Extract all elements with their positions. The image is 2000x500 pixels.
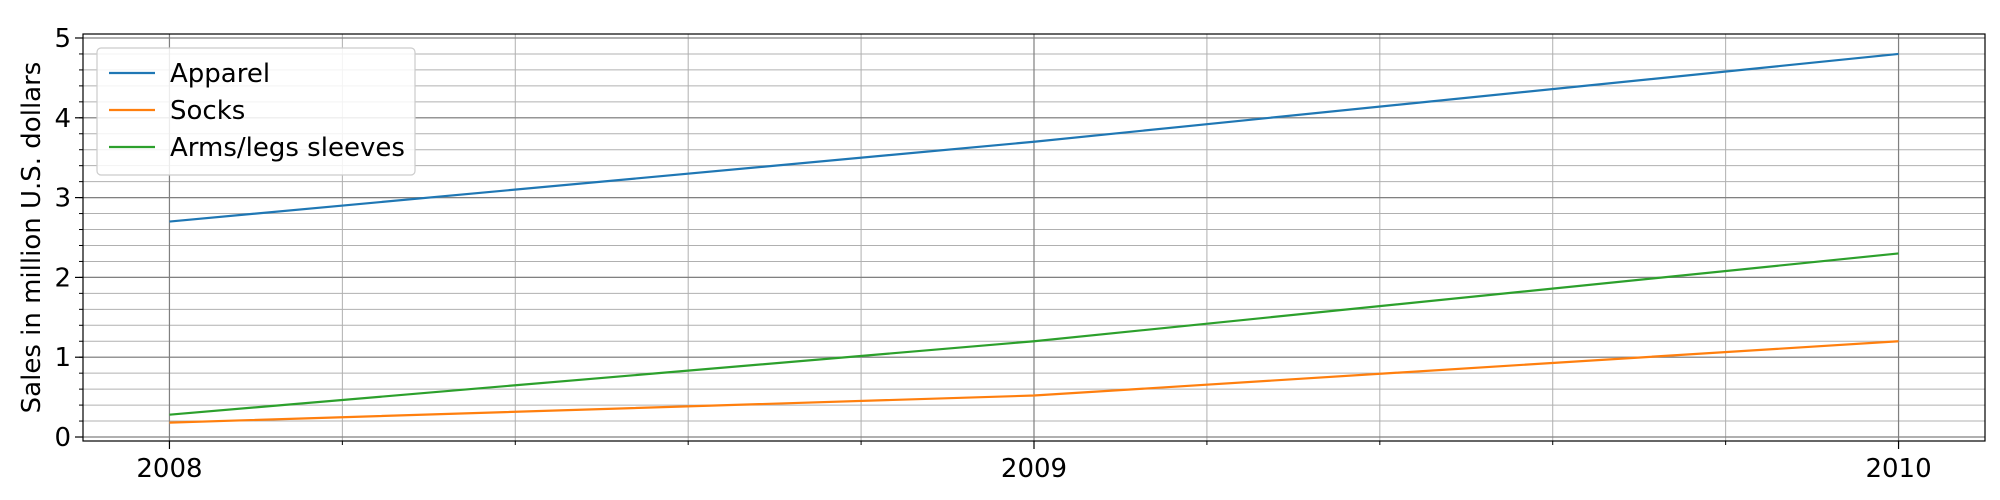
legend-label-2: Arms/legs sleeves [170, 133, 405, 163]
legend: Apparel Socks Arms/legs sleeves [96, 47, 416, 176]
legend-label-0: Apparel [170, 59, 270, 89]
y-tick-label: 0 [54, 423, 71, 453]
x-tick-label: 2008 [136, 454, 202, 484]
x-tick-label: 2010 [1865, 454, 1931, 484]
y-tick-label: 2 [54, 263, 71, 293]
x-tick-label: 2009 [1001, 454, 1067, 484]
y-tick-label: 3 [54, 184, 71, 214]
series-line-1 [169, 340, 1899, 424]
y-tick-label: 4 [54, 104, 71, 134]
series-line-2 [169, 252, 1899, 416]
legend-box [96, 47, 416, 176]
series-lines [169, 52, 1899, 424]
y-tick-label: 5 [54, 24, 71, 54]
series-line-0 [169, 52, 1899, 223]
axis-ticks: 0 1 2 3 4 5 2008 2009 2010 [54, 24, 1931, 484]
legend-label-1: Socks [170, 96, 245, 126]
y-tick-label: 1 [54, 343, 71, 373]
y-axis-label: Sales in million U.S. dollars [17, 62, 47, 414]
grid [83, 34, 1985, 441]
